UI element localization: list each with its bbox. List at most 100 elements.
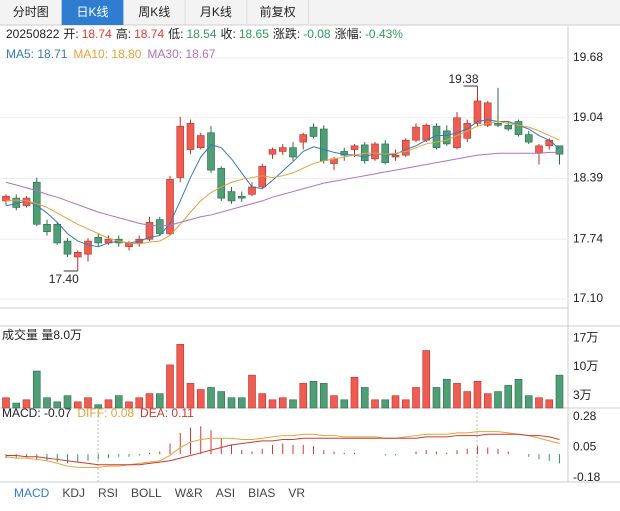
volume-bar <box>22 399 31 409</box>
indicator-tab[interactable]: KDJ <box>62 486 85 500</box>
volume-bar <box>53 401 62 409</box>
volume-bar <box>360 387 369 409</box>
indicator-tab[interactable]: ASI <box>216 486 235 500</box>
low-label: 17.40 <box>49 272 79 286</box>
indicator-tab[interactable]: RSI <box>98 486 118 500</box>
legend-item: DEA: 0.11 <box>140 406 194 420</box>
tab[interactable]: 周K线 <box>138 5 170 19</box>
y-tick-label: 17.74 <box>573 231 603 245</box>
tab[interactable]: 月K线 <box>200 5 232 19</box>
volume-bar <box>422 350 431 409</box>
volume-bar <box>258 393 267 409</box>
info-value: 18.54 <box>186 27 216 41</box>
volume-bar <box>227 397 236 409</box>
candle-body <box>473 100 482 124</box>
volume-bar <box>371 399 379 409</box>
indicator-tab[interactable]: BIAS <box>248 486 275 500</box>
volume-bar <box>217 391 226 409</box>
volume-bar <box>463 391 472 409</box>
y-tick-label: 3万 <box>573 388 592 402</box>
y-tick-label: 0.05 <box>573 440 597 454</box>
candle-body <box>442 130 451 145</box>
volume-bar <box>504 385 513 409</box>
legend-item: MACD: -0.07 <box>2 406 72 420</box>
legend-item: MA30: 18.67 <box>147 47 215 61</box>
volume-bar <box>340 399 349 409</box>
candle-body <box>555 145 564 155</box>
y-tick-label: 18.39 <box>573 171 603 185</box>
info-label: 开: <box>63 27 78 41</box>
active-tab-bg <box>61 0 124 25</box>
candle-body <box>504 124 513 130</box>
candle-body <box>483 102 492 126</box>
volume-bar <box>176 344 185 409</box>
legend-item: MA10: 18.80 <box>73 47 141 61</box>
volume-bar <box>401 399 410 409</box>
info-label: 涨跌: <box>273 26 300 41</box>
volume-bar <box>319 383 328 409</box>
volume-bar <box>248 374 256 409</box>
candle-body <box>227 191 236 202</box>
indicator-tab[interactable]: W&R <box>175 486 203 500</box>
volume-bar <box>350 376 359 409</box>
candle-body <box>217 167 226 199</box>
candle-body <box>494 123 502 126</box>
candle-body <box>63 240 72 255</box>
indicator-tab[interactable]: MACD <box>14 486 50 500</box>
volume-bar <box>381 399 390 409</box>
legend-item: MA5: 18.71 <box>6 47 68 61</box>
y-tick-label: 17万 <box>573 330 598 344</box>
volume-bar <box>125 401 133 409</box>
info-label: 高: <box>116 26 131 41</box>
volume-bar <box>12 402 21 409</box>
volume-bar <box>155 393 164 409</box>
candle-body <box>53 223 62 244</box>
tab[interactable]: 日K线 <box>76 5 108 19</box>
info-label: 涨幅: <box>335 26 362 41</box>
candle-body <box>299 134 308 143</box>
volume-bar <box>494 391 502 409</box>
candle-body <box>237 195 246 199</box>
legend-item: DIFF: 0.08 <box>77 406 134 420</box>
volume-bar <box>207 387 215 409</box>
volume-bar <box>114 395 123 409</box>
candle-body <box>268 149 277 155</box>
candle-body <box>278 147 287 152</box>
volume-bar <box>545 399 554 409</box>
volume-bar <box>145 393 154 409</box>
candle-body <box>176 125 185 178</box>
macd-line <box>6 433 560 466</box>
y-tick-label: 10万 <box>573 359 598 373</box>
y-tick-label: 19.04 <box>573 110 603 124</box>
info-value: -0.08 <box>303 27 331 41</box>
volume-bar <box>278 397 287 409</box>
candle-body <box>207 132 215 171</box>
info-label: 收: <box>221 27 236 41</box>
candle-body <box>391 154 400 158</box>
volume-bar <box>237 397 246 409</box>
tab[interactable]: 分时图 <box>13 5 49 19</box>
volume-bar <box>196 389 205 409</box>
ma-line <box>5 151 560 227</box>
candle-body <box>350 145 359 150</box>
volume-bar <box>473 381 482 409</box>
volume-bar <box>32 370 41 409</box>
ma-line <box>5 119 560 248</box>
volume-bar <box>535 397 543 409</box>
volume-bar <box>84 397 92 409</box>
indicator-tab[interactable]: VR <box>288 486 305 500</box>
candle-body <box>186 123 195 150</box>
y-tick-label: 0.28 <box>573 409 597 423</box>
indicator-tab[interactable]: BOLL <box>131 486 162 500</box>
volume-bar <box>135 397 144 409</box>
volume-bar <box>43 397 51 409</box>
candle-body <box>196 135 205 148</box>
volume-bar <box>330 395 338 409</box>
info-value: -0.43% <box>365 27 403 41</box>
candle-body <box>381 143 390 163</box>
y-tick-label: -0.18 <box>573 470 601 484</box>
tab[interactable]: 前复权 <box>260 4 296 19</box>
candle-body <box>248 186 256 195</box>
info-label: 低: <box>168 27 183 41</box>
